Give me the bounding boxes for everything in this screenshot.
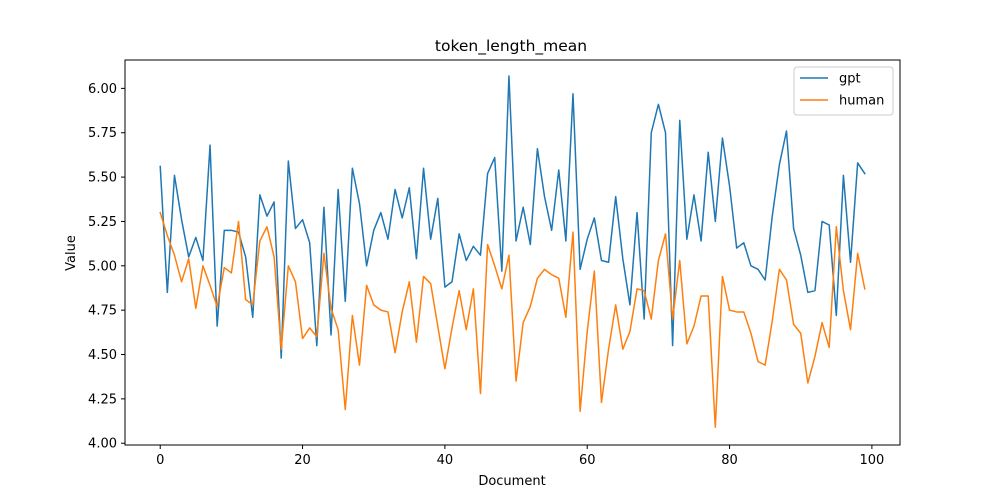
x-tick-label: 80 (721, 453, 738, 468)
x-tick-label: 100 (859, 453, 884, 468)
y-tick-label: 5.75 (88, 126, 117, 141)
y-axis: 4.00 4.25 4.50 4.75 5.00 5.25 5.50 5.75 6.00 (88, 82, 125, 452)
x-tick-label: 20 (294, 453, 311, 468)
chart-title: token_length_mean (435, 37, 587, 56)
legend: gpt human (793, 66, 894, 116)
y-tick-label: 4.50 (88, 348, 117, 363)
series-line-gpt (159, 75, 866, 359)
y-tick-label: 6.00 (88, 82, 117, 97)
legend-box (793, 66, 894, 116)
plot-frame (124, 59, 901, 446)
y-tick-label: 4.25 (88, 392, 117, 407)
x-tick-label: 0 (156, 453, 164, 468)
legend-label-gpt: gpt (839, 72, 861, 87)
legend-label-human: human (839, 94, 884, 109)
y-tick-label: 5.00 (88, 259, 117, 274)
y-tick-label: 5.25 (88, 215, 117, 230)
x-axis-label: Document (478, 474, 545, 489)
x-tick-label: 40 (437, 453, 454, 468)
y-axis-label: Value (64, 235, 79, 271)
x-tick-label: 60 (579, 453, 596, 468)
y-tick-label: 4.00 (88, 437, 117, 452)
series-layer (159, 75, 866, 429)
y-tick-label: 4.75 (88, 304, 117, 319)
y-tick-label: 5.50 (88, 171, 117, 186)
x-axis: 0 20 40 60 80 100 (156, 445, 884, 468)
series-line-human (159, 211, 866, 429)
